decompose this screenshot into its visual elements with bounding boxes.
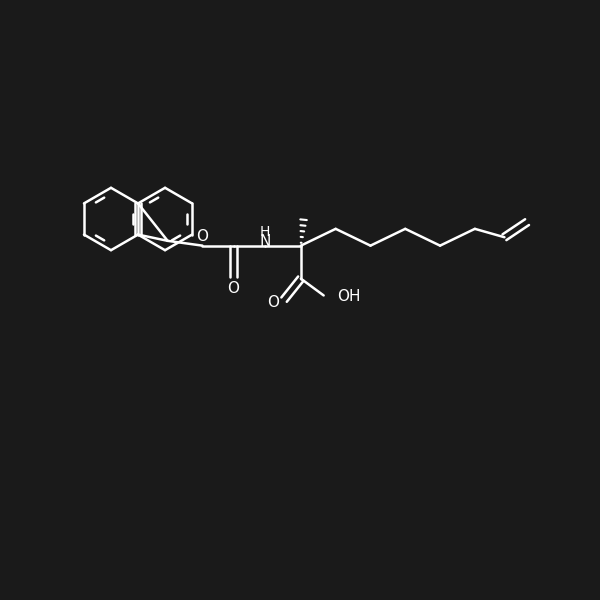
- Text: O: O: [196, 229, 208, 244]
- Text: O: O: [267, 295, 279, 310]
- Text: OH: OH: [337, 289, 361, 304]
- Text: H: H: [260, 226, 270, 239]
- Text: N: N: [259, 234, 271, 249]
- Text: O: O: [227, 281, 239, 296]
